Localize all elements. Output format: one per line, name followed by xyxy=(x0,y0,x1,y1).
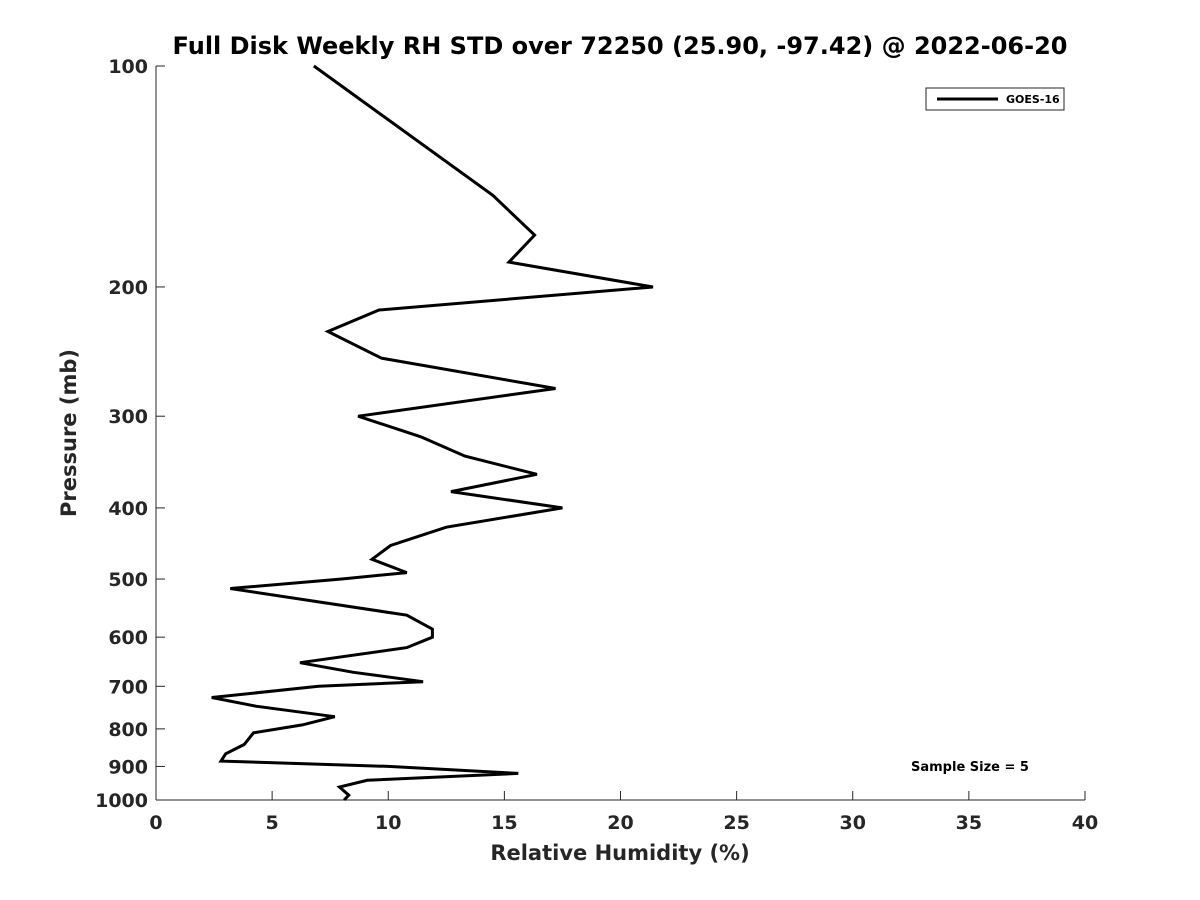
y-tick-label: 300 xyxy=(108,406,148,428)
y-axis-label: Pressure (mb) xyxy=(57,349,81,517)
x-tick-label: 0 xyxy=(149,812,162,834)
y-tick-label: 100 xyxy=(108,56,148,78)
x-tick-label: 40 xyxy=(1072,812,1098,834)
x-tick-label: 15 xyxy=(491,812,517,834)
x-tick-label: 5 xyxy=(266,812,279,834)
y-tick-label: 1000 xyxy=(95,790,148,812)
plot-area: 0 5 10 15 20 25 30 35 40 100 200 300 400 500 600 700 80… xyxy=(95,56,1098,834)
x-tick-label: 35 xyxy=(956,812,982,834)
x-ticks: 0 5 10 15 20 25 30 35 40 xyxy=(149,791,1098,834)
y-tick-label: 700 xyxy=(108,676,148,698)
legend-label-goes-16: GOES-16 xyxy=(1006,93,1060,106)
x-tick-label: 20 xyxy=(607,812,633,834)
chart-title: Full Disk Weekly RH STD over 72250 (25.9… xyxy=(173,32,1068,60)
y-ticks: 100 200 300 400 500 600 700 800 900 1000 xyxy=(95,56,165,812)
y-tick-label: 500 xyxy=(108,569,148,591)
y-tick-label: 800 xyxy=(108,719,148,741)
legend: GOES-16 xyxy=(925,87,1065,111)
x-axis-label: Relative Humidity (%) xyxy=(490,841,749,865)
x-tick-label: 25 xyxy=(723,812,749,834)
y-tick-label: 200 xyxy=(108,277,148,299)
y-tick-label: 600 xyxy=(108,627,148,649)
sample-size-annotation: Sample Size = 5 xyxy=(911,760,1029,775)
y-tick-label: 900 xyxy=(108,756,148,778)
x-tick-label: 30 xyxy=(840,812,866,834)
series-line-goes-16 xyxy=(211,64,654,802)
x-tick-label: 10 xyxy=(375,812,401,834)
y-tick-label: 400 xyxy=(108,498,148,520)
